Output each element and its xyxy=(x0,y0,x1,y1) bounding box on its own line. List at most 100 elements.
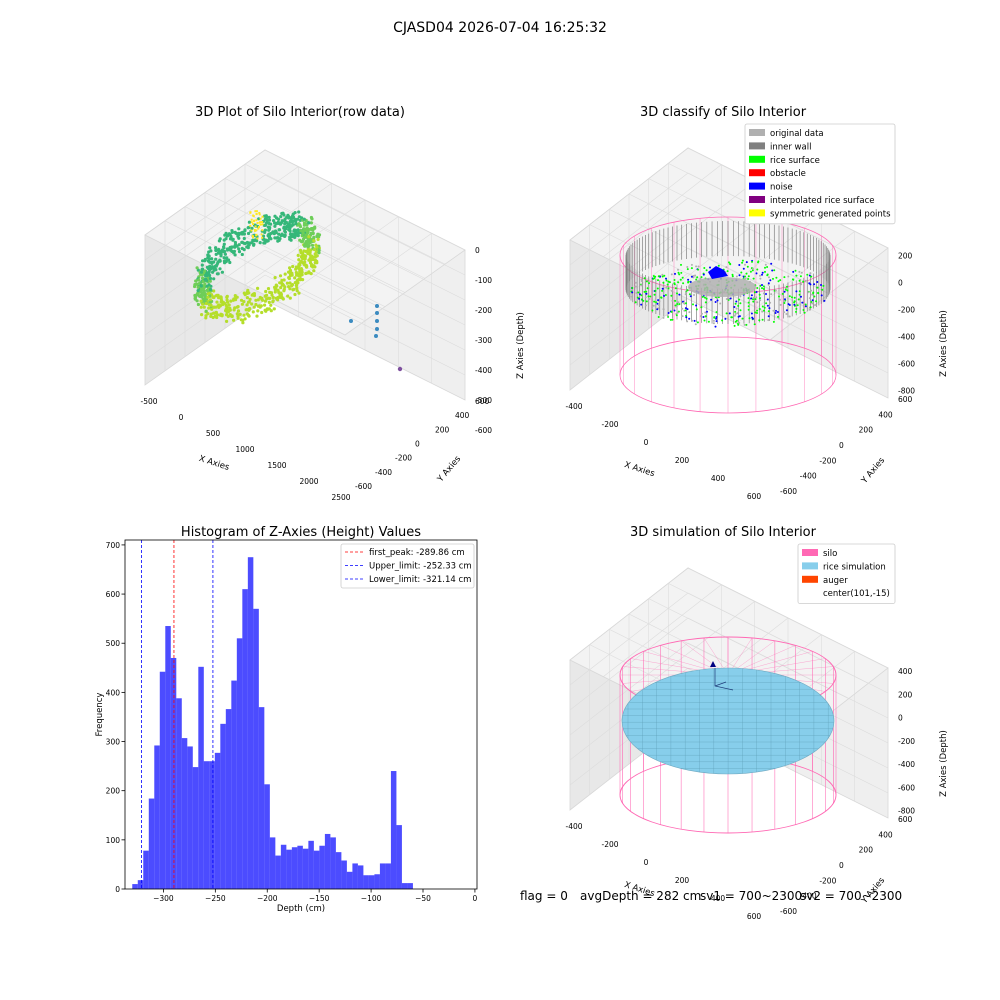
legend-box xyxy=(797,543,896,604)
classified-point xyxy=(773,269,776,272)
classified-point xyxy=(677,268,679,271)
classified-point xyxy=(697,265,700,268)
classified-point xyxy=(677,301,680,304)
scatter-point xyxy=(229,246,233,251)
scatter-point xyxy=(195,282,199,286)
x-tick-label: −50 xyxy=(415,894,431,903)
scatter-point xyxy=(222,242,226,246)
classified-point xyxy=(666,314,669,317)
classified-point xyxy=(688,311,691,314)
auger-shape xyxy=(714,668,734,691)
histogram-bar xyxy=(253,608,259,889)
legend-swatch xyxy=(749,196,765,203)
histogram-bar xyxy=(346,871,353,889)
z-tick-label: -400 xyxy=(475,366,492,375)
scatter-point xyxy=(232,318,236,322)
scatter-point xyxy=(219,252,223,256)
classified-point xyxy=(769,301,772,304)
classified-point xyxy=(811,302,814,305)
scatter-point xyxy=(274,283,278,287)
z-tick-label: 0 xyxy=(475,246,480,255)
scatter-point xyxy=(283,272,287,276)
scatter-point xyxy=(294,267,298,271)
classified-point xyxy=(656,287,659,290)
scatter-point xyxy=(249,211,252,214)
scatter-point xyxy=(229,234,233,239)
x-tick-label: -500 xyxy=(140,397,157,406)
histogram-bar xyxy=(165,626,171,889)
classified-point xyxy=(670,273,673,276)
scatter-point xyxy=(237,247,241,251)
classified-point xyxy=(664,294,667,296)
classified-point xyxy=(704,301,707,304)
classified-point xyxy=(696,321,699,324)
classified-point xyxy=(745,323,748,326)
classified-point xyxy=(716,299,719,302)
classified-point xyxy=(768,276,770,279)
noise-cluster xyxy=(708,266,728,279)
classified-point xyxy=(744,263,746,266)
scatter-point xyxy=(273,224,277,228)
classified-point xyxy=(671,318,674,321)
scatter-point xyxy=(217,247,221,252)
classified-point xyxy=(787,303,790,306)
classified-point xyxy=(770,262,773,265)
chart-title: 3D simulation of Silo Interior xyxy=(630,525,817,540)
classified-point xyxy=(752,277,755,280)
classified-point xyxy=(775,276,778,279)
classified-point xyxy=(709,266,711,269)
classified-point xyxy=(725,298,728,300)
scatter-point xyxy=(269,303,273,307)
scatter-point xyxy=(204,297,208,301)
classified-point xyxy=(644,296,647,299)
scatter-point xyxy=(297,262,301,267)
classified-point xyxy=(682,282,685,285)
scatter-point xyxy=(256,222,259,224)
scatter-point xyxy=(218,259,222,263)
figure-suptitle: CJASD04 2026-07-04 16:25:32 xyxy=(393,20,607,36)
scatter-point xyxy=(271,300,275,304)
histogram-bar xyxy=(225,709,232,889)
histogram-bar xyxy=(374,874,380,889)
scatter-point xyxy=(206,312,210,316)
scatter-point xyxy=(279,286,283,290)
z-tick-label: 0 xyxy=(898,714,903,723)
x-tick-label: 0 xyxy=(473,894,478,903)
x-tick-label: −150 xyxy=(309,894,330,903)
scatter-point xyxy=(232,297,236,301)
scatter-point xyxy=(254,302,258,307)
classified-point xyxy=(751,260,753,263)
scatter-point xyxy=(193,293,197,298)
scatter-point xyxy=(281,297,285,301)
classified-point xyxy=(677,311,679,314)
classified-point xyxy=(680,271,683,274)
classified-point xyxy=(630,295,633,298)
legend-label: noise xyxy=(770,183,793,193)
x-tick-label: -200 xyxy=(601,420,618,429)
scatter-point xyxy=(218,267,222,271)
scatter-point xyxy=(196,302,200,307)
y-tick-label: 400 xyxy=(878,410,893,419)
classified-point xyxy=(800,283,803,286)
scatter-point xyxy=(224,313,229,317)
scatter-point xyxy=(293,235,297,239)
classified-point xyxy=(677,281,680,284)
scatter-point xyxy=(305,264,309,268)
scatter-point xyxy=(261,215,264,218)
scatter-point xyxy=(242,236,246,241)
classified-point xyxy=(797,298,800,301)
classified-point xyxy=(811,293,814,296)
classified-point xyxy=(656,302,659,305)
scatter-point xyxy=(204,301,208,306)
chart-title: 3D classify of Silo Interior xyxy=(640,105,807,120)
classified-point xyxy=(753,291,756,294)
scatter-point xyxy=(291,223,295,227)
classified-point xyxy=(662,308,665,311)
histogram-bar xyxy=(231,680,237,889)
classified-point xyxy=(800,295,802,298)
scatter-point xyxy=(223,261,227,265)
scatter-point xyxy=(255,213,258,216)
classified-point xyxy=(678,273,681,276)
classified-point xyxy=(772,309,775,312)
classified-point xyxy=(725,312,728,315)
